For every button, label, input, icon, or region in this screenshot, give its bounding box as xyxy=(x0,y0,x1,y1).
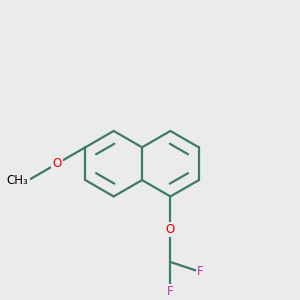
Text: CH₃: CH₃ xyxy=(7,174,28,187)
Text: F: F xyxy=(167,285,174,298)
Text: F: F xyxy=(196,265,203,278)
Text: O: O xyxy=(52,157,62,170)
Text: O: O xyxy=(166,223,175,236)
